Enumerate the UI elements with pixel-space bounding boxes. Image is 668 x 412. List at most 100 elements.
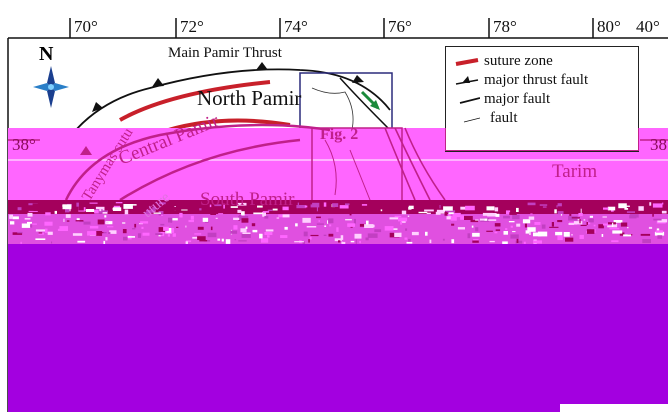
noise-pixel <box>112 207 122 211</box>
noise-pixel <box>452 212 461 218</box>
noise-pixel <box>284 226 288 230</box>
noise-pixel <box>506 210 511 215</box>
noise-pixel <box>153 212 161 214</box>
noise-pixel <box>104 215 107 218</box>
noise-pixel <box>217 238 221 241</box>
noise-pixel <box>510 234 519 239</box>
noise-pixel <box>374 229 382 233</box>
noise-pixel <box>655 230 663 233</box>
noise-pixel <box>405 228 408 231</box>
noise-pixel <box>366 220 369 225</box>
noise-pixel <box>569 213 572 219</box>
noise-pixel <box>494 231 498 234</box>
noise-pixel <box>134 223 137 228</box>
noise-pixel <box>603 207 609 210</box>
noise-pixel <box>230 230 238 234</box>
noise-pixel <box>443 206 453 211</box>
noise-pixel <box>152 206 156 212</box>
noise-pixel <box>598 224 604 229</box>
noise-pixel <box>168 217 173 223</box>
noise-pixel <box>512 231 516 233</box>
noise-pixel <box>400 221 403 225</box>
noise-pixel <box>86 209 95 212</box>
noise-pixel <box>304 205 308 208</box>
noise-pixel <box>24 218 31 220</box>
label-north-pamir: North Pamir <box>197 86 302 110</box>
noise-pixel <box>172 218 178 221</box>
noise-pixel <box>332 203 339 207</box>
noise-pixel <box>158 211 164 216</box>
noise-pixel <box>460 206 468 210</box>
noise-pixel <box>197 236 206 240</box>
label-main-pamir-thrust: Main Pamir Thrust <box>168 45 282 61</box>
noise-pixel <box>349 210 352 216</box>
noise-pixel <box>17 207 22 211</box>
noise-pixel <box>586 229 595 234</box>
noise-pixel <box>425 231 428 236</box>
noise-pixel <box>280 235 288 238</box>
noise-pixel <box>76 202 79 207</box>
noise-pixel <box>656 228 660 233</box>
noise-pixel <box>371 203 376 206</box>
noise-pixel <box>155 233 163 235</box>
tick-label-76: 76° <box>388 17 412 36</box>
noise-pixel <box>259 233 263 239</box>
noise-pixel <box>233 217 240 220</box>
noise-pixel <box>264 232 273 235</box>
label-tarim: Tarim <box>552 161 598 182</box>
noise-pixel <box>355 239 357 245</box>
noise-pixel <box>294 241 304 243</box>
noise-pixel <box>141 226 144 229</box>
noise-pixel <box>505 228 508 230</box>
noise-pixel <box>450 216 457 221</box>
noise-pixel <box>471 225 474 228</box>
noise-pixel <box>316 207 318 212</box>
noise-pixel <box>601 234 604 237</box>
noise-pixel <box>327 220 329 224</box>
noise-pixel <box>384 226 394 231</box>
noise-pixel <box>489 240 495 243</box>
noise-pixel <box>94 210 99 214</box>
noise-pixel <box>457 227 465 230</box>
noise-pixel <box>188 219 194 223</box>
noise-pixel <box>264 215 269 219</box>
noise-pixel <box>77 240 86 243</box>
noise-pixel <box>657 235 663 239</box>
noise-pixel <box>296 205 307 209</box>
noise-pixel <box>541 224 546 229</box>
noise-pixel <box>44 221 53 226</box>
noise-pixel <box>568 223 575 225</box>
noise-pixel <box>12 232 23 235</box>
noise-pixel <box>470 219 479 223</box>
noise-pixel <box>640 202 646 206</box>
noise-pixel <box>272 208 278 211</box>
noise-pixel <box>295 223 298 227</box>
noise-pixel <box>537 231 548 237</box>
noise-pixel <box>609 227 620 230</box>
noise-pixel <box>340 235 344 240</box>
noise-pixel <box>75 220 84 222</box>
noise-pixel <box>527 227 536 232</box>
noise-pixel <box>214 204 222 207</box>
noise-pixel <box>45 212 51 216</box>
noise-pixel <box>251 223 256 227</box>
noise-pixel <box>364 224 374 228</box>
noise-pixel <box>533 240 542 244</box>
noise-pixel <box>408 238 411 243</box>
compass-rose-icon <box>33 66 69 108</box>
noise-pixel <box>467 233 471 239</box>
fault-trace-1 <box>311 87 354 131</box>
noise-pixel <box>328 233 334 237</box>
noise-pixel <box>103 232 107 234</box>
noise-pixel <box>442 238 445 241</box>
noise-pixel <box>336 227 339 232</box>
noise-pixel <box>488 219 497 221</box>
noise-pixel <box>215 217 218 219</box>
noise-pixel <box>404 237 408 240</box>
noise-pixel <box>399 206 402 211</box>
noise-pixel <box>308 239 310 243</box>
noise-pixel <box>253 212 263 215</box>
noise-pixel <box>276 217 280 219</box>
noise-pixel <box>653 218 662 221</box>
noise-pixel <box>524 223 527 228</box>
